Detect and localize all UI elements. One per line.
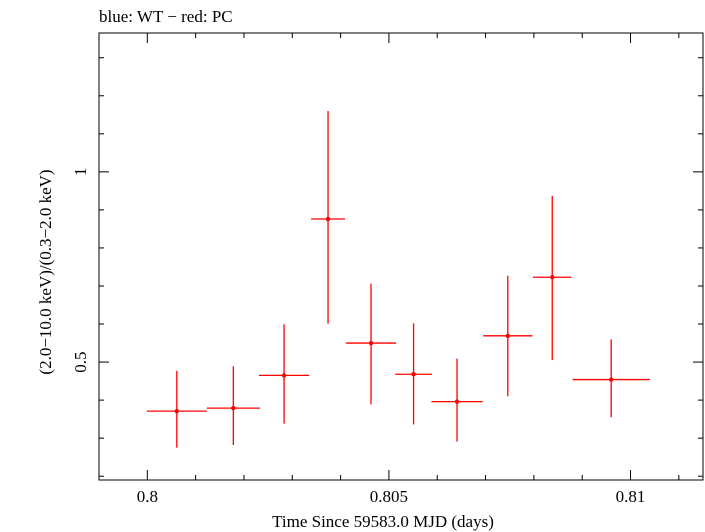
- y-axis-label: (2.0−10.0 keV)/(0.3−2.0 keV): [36, 169, 55, 374]
- chart-title: blue: WT − red: PC: [99, 7, 233, 26]
- y-tick-label: 0.5: [71, 351, 90, 372]
- x-axis-label: Time Since 59583.0 MJD (days): [272, 512, 494, 531]
- data-point: [550, 275, 555, 280]
- data-point: [368, 340, 374, 346]
- data-point: [411, 372, 416, 377]
- data-marks: [146, 110, 650, 448]
- data-point: [454, 399, 460, 404]
- axes: 0.8 0.805 0.81 0.5 1: [71, 33, 703, 506]
- data-point: [281, 373, 287, 378]
- data-point: [174, 408, 179, 414]
- y-tick-label: 1: [71, 168, 90, 177]
- x-tick-label: 0.8: [137, 487, 158, 506]
- data-point: [231, 405, 236, 411]
- data-point: [608, 377, 614, 382]
- plot-frame: [98, 32, 704, 481]
- data-point: [325, 216, 331, 222]
- data-point: [505, 333, 510, 339]
- x-tick-label: 0.805: [370, 487, 408, 506]
- x-tick-label: 0.81: [616, 487, 646, 506]
